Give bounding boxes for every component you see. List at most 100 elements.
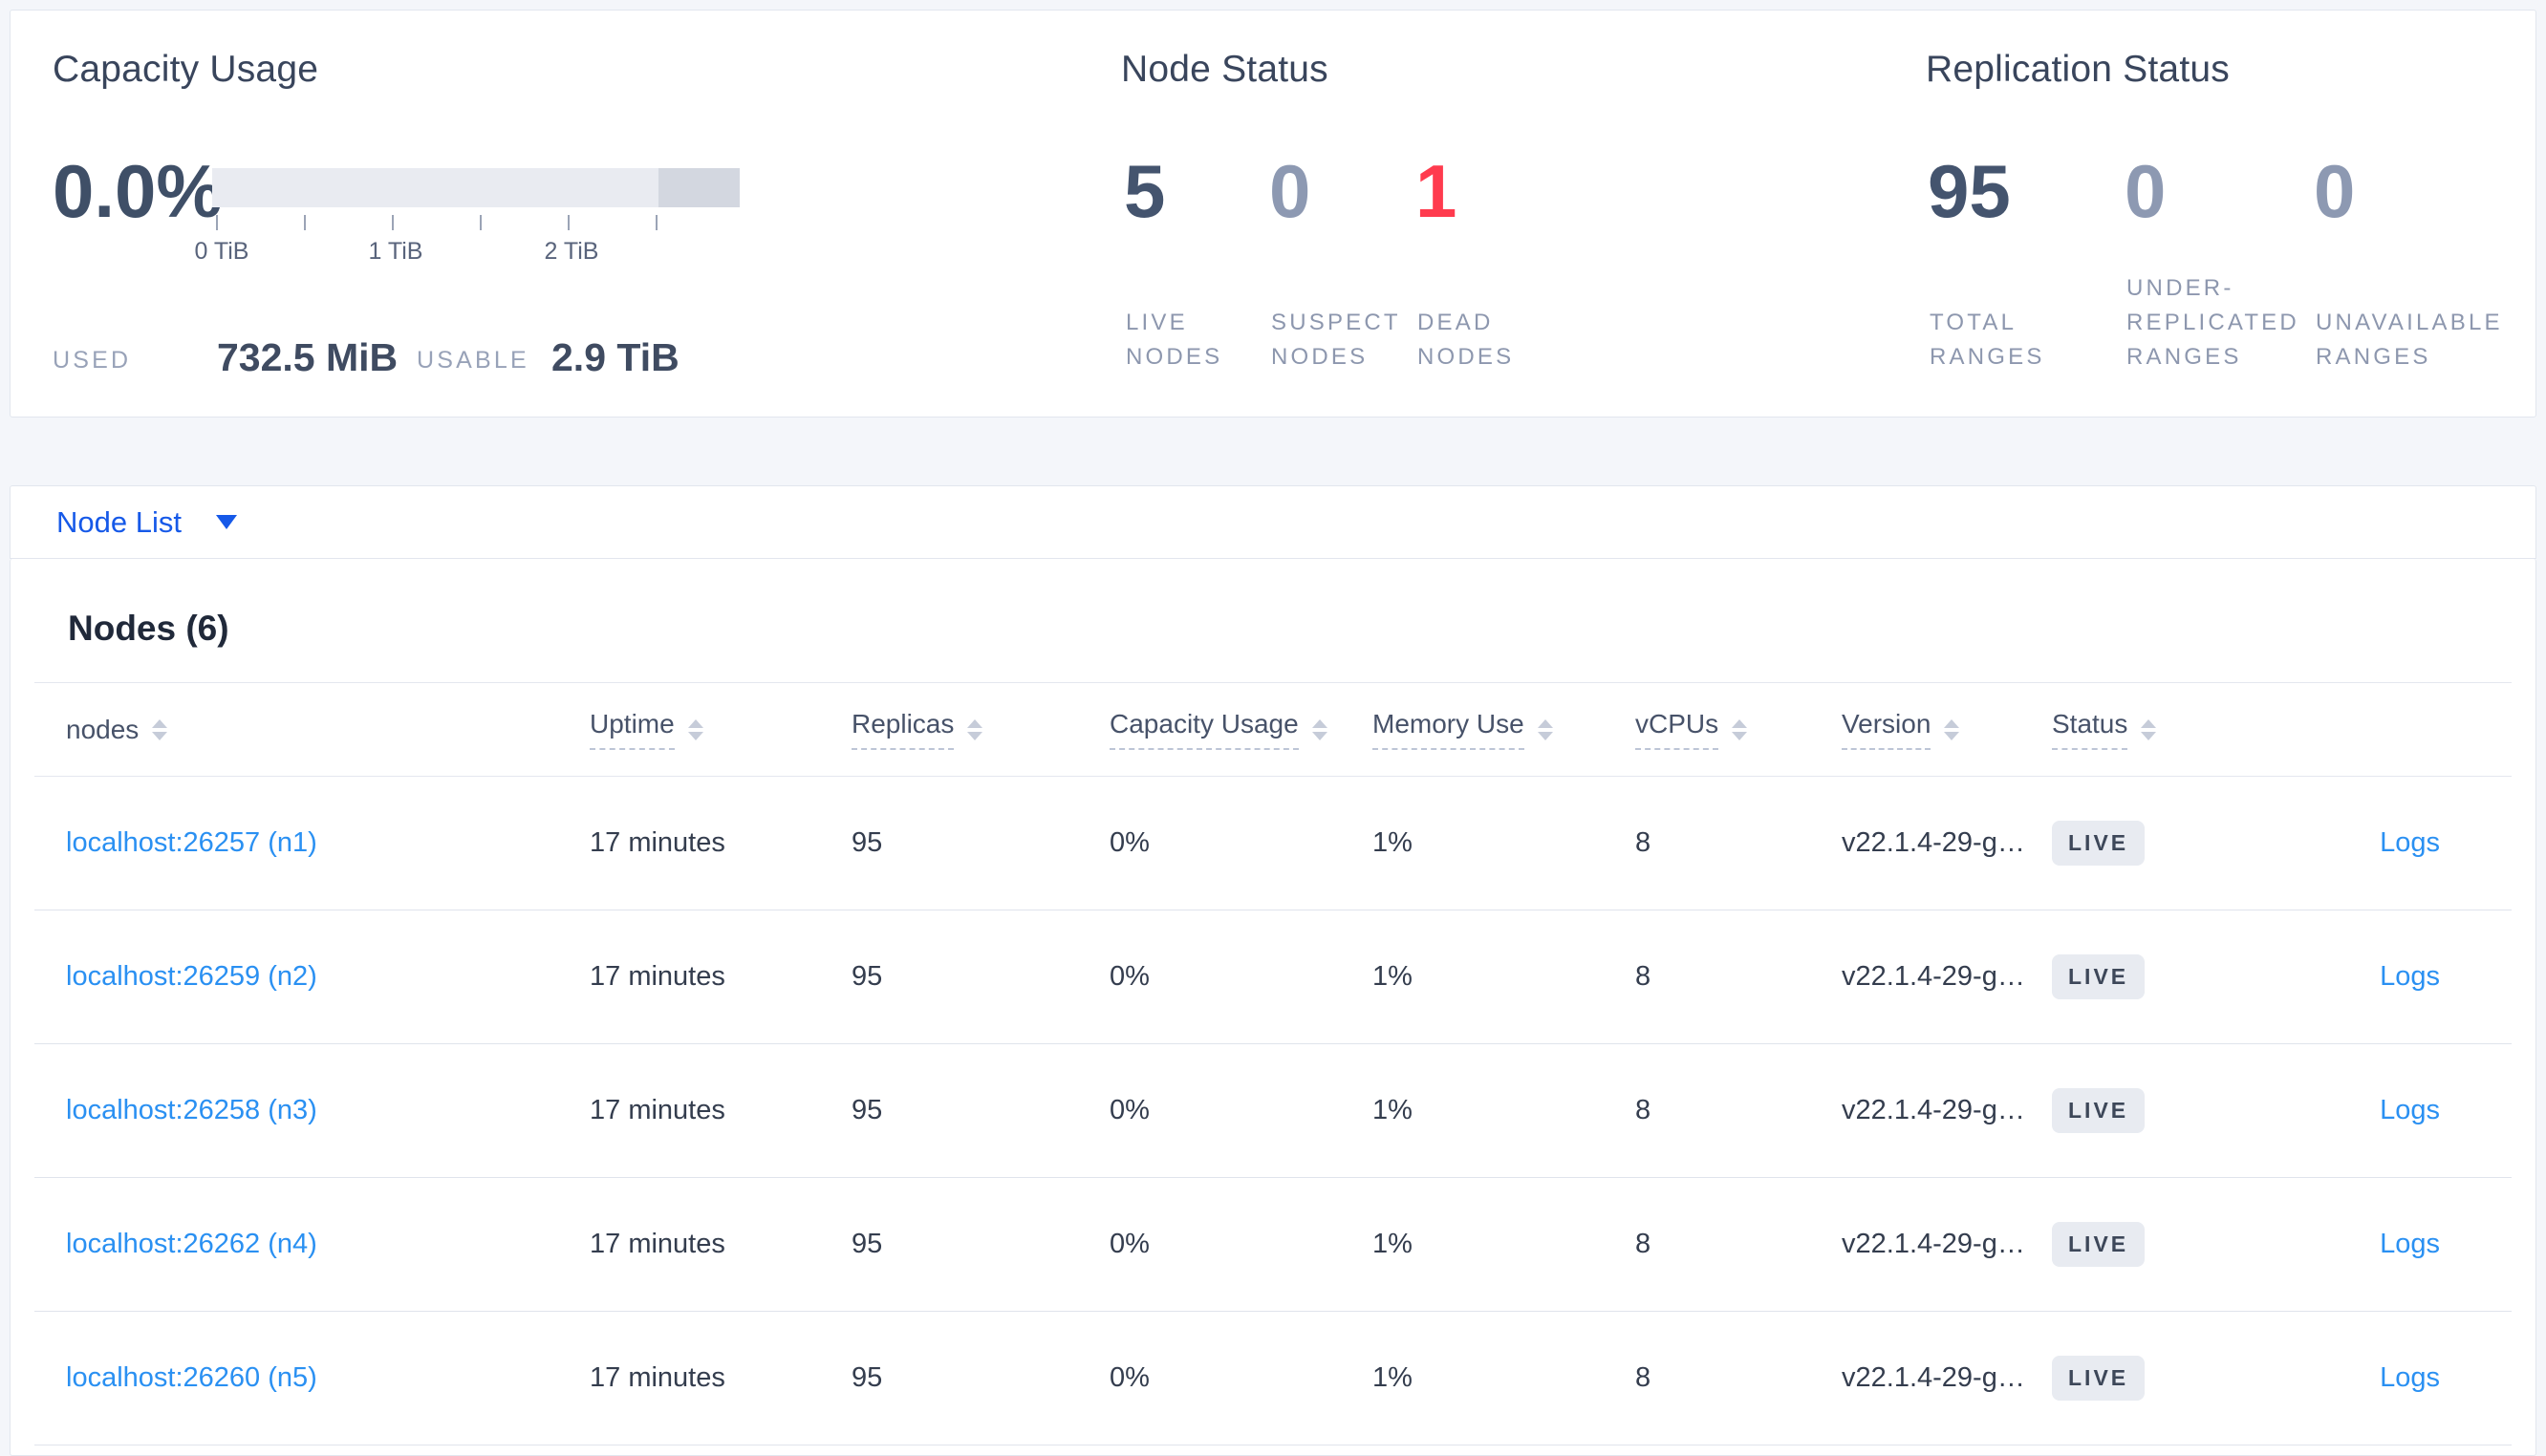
sort-icon <box>687 718 703 740</box>
replicas-value: 95 <box>852 827 883 858</box>
axis-tick-label: 1 TiB <box>368 238 423 265</box>
table-row: localhost:26257 (n1) 17 minutes 95 0% 1%… <box>34 777 2512 910</box>
memory-value: 1% <box>1372 1229 1413 1259</box>
axis-tick <box>216 215 218 230</box>
table-row: localhost:26260 (n5) 17 minutes 95 0% 1%… <box>34 1312 2512 1445</box>
suspect-nodes-label: SUSPECT NODES <box>1271 310 1401 370</box>
node-link[interactable]: localhost:26262 (n4) <box>66 1229 317 1259</box>
vcpus-value: 8 <box>1635 1229 1651 1259</box>
capacity-value: 0% <box>1110 1229 1150 1259</box>
total-ranges-count: 95 <box>1928 149 2011 233</box>
under-replicated-ranges-label: UNDER-REPLICATED RANGES <box>2126 275 2299 370</box>
logs-link[interactable]: Logs <box>2380 1229 2440 1259</box>
table-row: localhost:26262 (n4) 17 minutes 95 0% 1%… <box>34 1178 2512 1312</box>
version-value: v22.1.4-29-g… <box>1842 1229 2025 1259</box>
axis-tick <box>304 215 306 230</box>
node-list-dropdown[interactable]: Node List <box>56 486 237 558</box>
capacity-bar-end-segment <box>658 168 740 207</box>
suspect-nodes-count: 0 <box>1269 149 1311 233</box>
nodes-table-header-row: nodes Uptime Replicas Capacity Usage Mem… <box>34 682 2512 777</box>
column-header-replicas[interactable]: Replicas <box>852 709 1110 750</box>
node-list-dropdown-label: Node List <box>56 504 182 539</box>
vcpus-value: 8 <box>1635 827 1651 858</box>
dead-nodes-count: 1 <box>1415 149 1457 233</box>
capacity-usage-title: Capacity Usage <box>53 49 319 90</box>
column-header-vcpus[interactable]: vCPUs <box>1635 709 1842 750</box>
version-value: v22.1.4-29-g… <box>1842 961 2025 992</box>
capacity-value: 0% <box>1110 961 1150 992</box>
sort-icon <box>1732 718 1748 740</box>
version-value: v22.1.4-29-g… <box>1842 827 2025 858</box>
nodes-table-heading: Nodes (6) <box>68 609 229 648</box>
axis-tick <box>392 215 394 230</box>
uptime-value: 17 minutes <box>590 1095 725 1125</box>
status-badge: LIVE <box>2052 1356 2146 1401</box>
node-status-title: Node Status <box>1121 49 1328 90</box>
axis-tick <box>480 215 482 230</box>
column-header-memory-use[interactable]: Memory Use <box>1372 709 1635 750</box>
table-row: localhost:26259 (n2) 17 minutes 95 0% 1%… <box>34 910 2512 1044</box>
capacity-value: 0% <box>1110 827 1150 858</box>
sort-icon <box>2141 718 2157 740</box>
replicas-value: 95 <box>852 1229 883 1259</box>
vcpus-value: 8 <box>1635 1095 1651 1125</box>
axis-tick-label: 2 TiB <box>544 238 599 265</box>
node-link[interactable]: localhost:26257 (n1) <box>66 827 317 858</box>
logs-link[interactable]: Logs <box>2380 961 2440 992</box>
status-badge: LIVE <box>2052 821 2146 866</box>
vcpus-value: 8 <box>1635 1362 1651 1393</box>
column-header-version[interactable]: Version <box>1842 709 2052 750</box>
dead-nodes-label: DEAD NODES <box>1417 310 1515 370</box>
uptime-value: 17 minutes <box>590 1229 725 1259</box>
column-header-uptime[interactable]: Uptime <box>590 709 852 750</box>
uptime-value: 17 minutes <box>590 827 725 858</box>
used-label: USED <box>53 347 132 374</box>
sort-icon <box>1311 718 1327 740</box>
node-link[interactable]: localhost:26258 (n3) <box>66 1095 317 1125</box>
live-nodes-count: 5 <box>1124 149 1166 233</box>
memory-value: 1% <box>1372 1362 1413 1393</box>
column-header-nodes[interactable]: nodes <box>66 715 590 745</box>
usable-value: 2.9 TiB <box>551 335 680 379</box>
version-value: v22.1.4-29-g… <box>1842 1362 2025 1393</box>
axis-tick <box>656 215 658 230</box>
live-nodes-label: LIVE NODES <box>1126 310 1223 370</box>
capacity-legend: USED 732.5 MiB USABLE 2.9 TiB <box>11 335 2535 383</box>
uptime-value: 17 minutes <box>590 1362 725 1393</box>
unavailable-ranges-count: 0 <box>2314 149 2356 233</box>
column-header-status[interactable]: Status <box>2052 709 2291 750</box>
logs-link[interactable]: Logs <box>2380 1095 2440 1125</box>
logs-link[interactable]: Logs <box>2380 827 2440 858</box>
capacity-bar-track <box>212 168 740 207</box>
capacity-value: 0% <box>1110 1095 1150 1125</box>
memory-value: 1% <box>1372 961 1413 992</box>
used-value: 732.5 MiB <box>217 335 399 379</box>
sort-icon <box>967 718 983 740</box>
chevron-down-icon <box>215 515 237 529</box>
unavailable-ranges-label: UNAVAILABLE RANGES <box>2316 310 2503 370</box>
under-replicated-ranges-count: 0 <box>2125 149 2167 233</box>
vcpus-value: 8 <box>1635 961 1651 992</box>
sort-icon <box>1944 718 1960 740</box>
replicas-value: 95 <box>852 1362 883 1393</box>
node-link[interactable]: localhost:26259 (n2) <box>66 961 317 992</box>
capacity-bar: 0 TiB 1 TiB 2 TiB <box>195 168 740 265</box>
cluster-summary-card: Capacity Usage 0.0% 0 TiB 1 TiB 2 TiB US… <box>10 10 2536 418</box>
table-row: localhost:26258 (n3) 17 minutes 95 0% 1%… <box>34 1044 2512 1178</box>
version-value: v22.1.4-29-g… <box>1842 1095 2025 1125</box>
axis-tick-label: 0 TiB <box>194 238 249 265</box>
capacity-value: 0% <box>1110 1362 1150 1393</box>
logs-link[interactable]: Logs <box>2380 1362 2440 1393</box>
status-badge: LIVE <box>2052 1088 2146 1133</box>
total-ranges-label: TOTAL RANGES <box>1930 310 2045 370</box>
uptime-value: 17 minutes <box>590 961 725 992</box>
node-link[interactable]: localhost:26260 (n5) <box>66 1362 317 1393</box>
nodes-table-body: localhost:26257 (n1) 17 minutes 95 0% 1%… <box>11 777 2535 1445</box>
memory-value: 1% <box>1372 827 1413 858</box>
usable-label: USABLE <box>417 347 529 374</box>
replicas-value: 95 <box>852 1095 883 1125</box>
capacity-percent: 0.0% <box>53 149 223 233</box>
column-header-capacity-usage[interactable]: Capacity Usage <box>1110 709 1372 750</box>
status-badge: LIVE <box>2052 1222 2146 1267</box>
